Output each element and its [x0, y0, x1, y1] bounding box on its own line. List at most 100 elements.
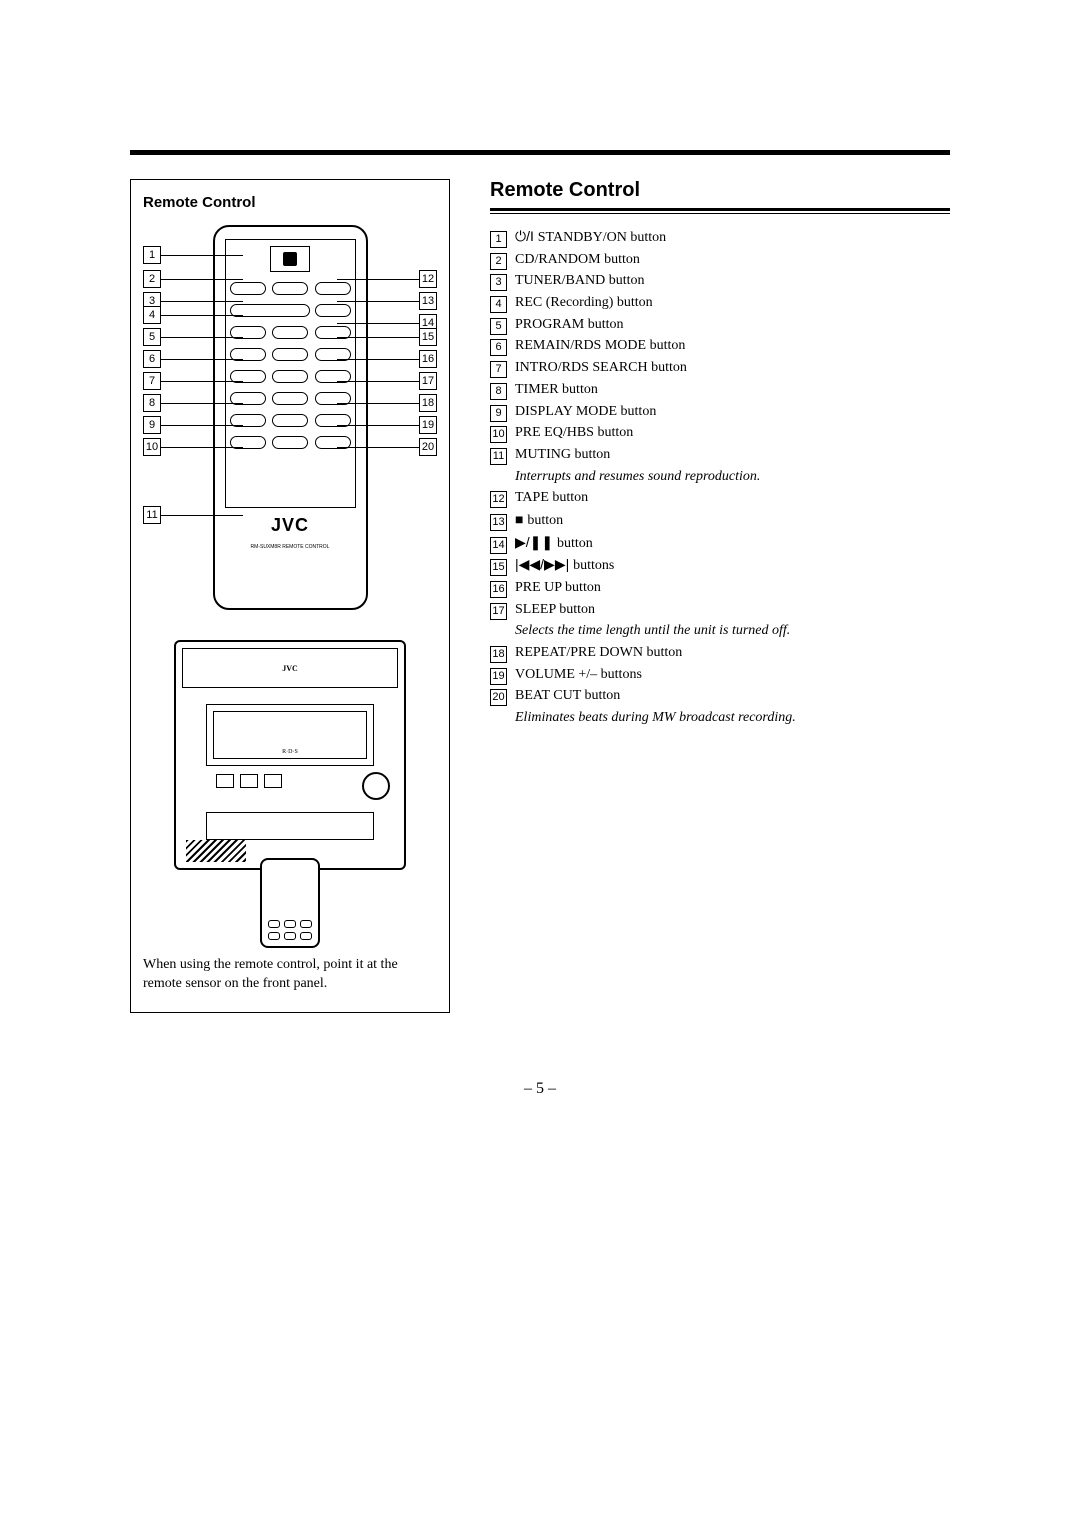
- list-item-text: REMAIN/RDS MODE button: [515, 335, 685, 357]
- list-item-text: |◀◀/▶▶| buttons: [515, 554, 614, 577]
- list-item-note: Interrupts and resumes sound reproductio…: [515, 466, 950, 488]
- list-item-text: BEAT CUT button: [515, 685, 620, 707]
- list-item: 1 ⏻/I STANDBY/ON button: [490, 226, 950, 249]
- unit-brand-label: JVC: [182, 648, 398, 688]
- list-item-text: MUTING button: [515, 444, 610, 466]
- list-item: 20 BEAT CUT button: [490, 685, 950, 707]
- callout-line: [337, 381, 419, 382]
- remote-model-label: RM-SUXM8R REMOTE CONTROL: [215, 544, 366, 550]
- right-title: Remote Control: [490, 179, 950, 202]
- callout-line: [337, 279, 419, 280]
- list-item-number: 17: [490, 603, 507, 620]
- callout-number: 1: [143, 246, 161, 264]
- callout-line: [161, 337, 243, 338]
- callout-line: [161, 447, 243, 448]
- list-item-number: 5: [490, 318, 507, 335]
- list-item-number: 3: [490, 274, 507, 291]
- cassette-door-icon: [206, 812, 374, 840]
- list-item-number: 9: [490, 405, 507, 422]
- list-item-text: INTRO/RDS SEARCH button: [515, 357, 687, 379]
- left-panel: Remote Control: [130, 179, 450, 1013]
- callout-line: [161, 359, 243, 360]
- list-item-number: 13: [490, 514, 507, 531]
- list-item-number: 20: [490, 689, 507, 706]
- callout-number: 6: [143, 350, 161, 368]
- list-item: 8 TIMER button: [490, 379, 950, 401]
- callout-number: 13: [419, 292, 437, 310]
- button-list: 1⏻/I STANDBY/ON button2CD/RANDOM button3…: [490, 226, 950, 729]
- list-item-text: CD/RANDOM button: [515, 249, 640, 271]
- playpause-icon: ▶/❚❚: [515, 534, 557, 550]
- callout-line: [161, 279, 243, 280]
- callout-number: 16: [419, 350, 437, 368]
- list-item: 18 REPEAT/PRE DOWN button: [490, 642, 950, 664]
- list-item-text: TIMER button: [515, 379, 598, 401]
- list-item-text: PROGRAM button: [515, 314, 624, 336]
- list-item-number: 14: [490, 537, 507, 554]
- standby-icon: ⏻/I: [515, 228, 538, 244]
- list-item: 16PRE UP button: [490, 577, 950, 599]
- list-item-number: 7: [490, 361, 507, 378]
- callout-number: 9: [143, 416, 161, 434]
- callout-line: [337, 301, 419, 302]
- list-item: 7 INTRO/RDS SEARCH button: [490, 357, 950, 379]
- callout-line: [161, 255, 243, 256]
- remote-brand-label: JVC: [215, 515, 366, 536]
- list-item: 5 PROGRAM button: [490, 314, 950, 336]
- unit-rds-label: R·D·S: [213, 711, 367, 759]
- list-item-number: 8: [490, 383, 507, 400]
- list-item-text: TUNER/BAND button: [515, 270, 645, 292]
- volume-knob-icon: [362, 772, 390, 800]
- callout-number: 18: [419, 394, 437, 412]
- callout-number: 17: [419, 372, 437, 390]
- list-item-number: 6: [490, 339, 507, 356]
- list-item-number: 10: [490, 426, 507, 443]
- list-item-text: ▶/❚❚ button: [515, 532, 593, 555]
- list-item-text: ⏻/I STANDBY/ON button: [515, 226, 666, 249]
- callout-number: 11: [143, 506, 161, 524]
- callout-line: [337, 447, 419, 448]
- list-item-number: 12: [490, 491, 507, 508]
- list-item-note: Selects the time length until the unit i…: [515, 620, 950, 642]
- list-item-number: 11: [490, 448, 507, 465]
- list-item-text: ■ button: [515, 509, 563, 532]
- left-title: Remote Control: [143, 194, 437, 211]
- list-item-number: 1: [490, 231, 507, 248]
- callout-number: 2: [143, 270, 161, 288]
- list-item-text: REPEAT/PRE DOWN button: [515, 642, 682, 664]
- main-unit-diagram: JVC R·D·S: [174, 640, 406, 870]
- callout-line: [161, 515, 243, 516]
- list-item-number: 4: [490, 296, 507, 313]
- list-item-text: SLEEP button: [515, 599, 595, 621]
- list-item-number: 15: [490, 559, 507, 576]
- list-item: 13 ■ button: [490, 509, 950, 532]
- list-item-text: TAPE button: [515, 487, 588, 509]
- callout-line: [161, 425, 243, 426]
- list-item: 19 VOLUME +/– buttons: [490, 664, 950, 686]
- list-item: 10PRE EQ/HBS button: [490, 422, 950, 444]
- list-item: 6 REMAIN/RDS MODE button: [490, 335, 950, 357]
- list-item-number: 18: [490, 646, 507, 663]
- page-top-rule: [130, 150, 950, 155]
- callout-line: [161, 381, 243, 382]
- remote-diagram: JVC RM-SUXM8R REMOTE CONTROL 12345678910…: [143, 225, 437, 610]
- remote-standby-button: [270, 246, 310, 272]
- list-item-text: VOLUME +/– buttons: [515, 664, 642, 686]
- callout-line: [337, 425, 419, 426]
- callout-line: [337, 359, 419, 360]
- list-item-number: 19: [490, 668, 507, 685]
- speaker-grille-icon: [186, 840, 246, 862]
- list-item: 15 |◀◀/▶▶| buttons: [490, 554, 950, 577]
- callout-number: 20: [419, 438, 437, 456]
- callout-line: [161, 315, 243, 316]
- callout-line: [161, 301, 243, 302]
- callout-line: [337, 403, 419, 404]
- list-item: 3 TUNER/BAND button: [490, 270, 950, 292]
- list-item-number: 16: [490, 581, 507, 598]
- right-panel: Remote Control 1⏻/I STANDBY/ON button2CD…: [490, 179, 950, 1013]
- callout-line: [337, 337, 419, 338]
- list-item-text: REC (Recording) button: [515, 292, 653, 314]
- list-item-text: DISPLAY MODE button: [515, 401, 656, 423]
- mini-remote-icon: [260, 858, 320, 948]
- page-number: – 5 –: [0, 1080, 1080, 1098]
